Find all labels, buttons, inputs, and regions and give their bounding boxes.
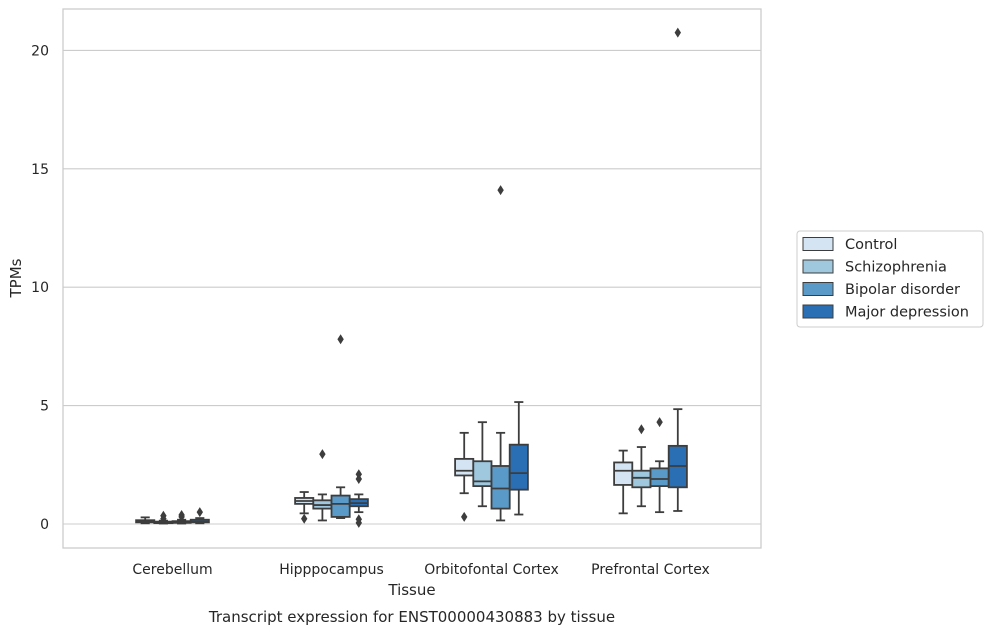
legend: Control Schizophrenia Bipolar disorder Majo… bbox=[796, 230, 984, 328]
box-body bbox=[454, 457, 475, 477]
box-major-depression bbox=[189, 507, 210, 525]
y-tick-label: 0 bbox=[40, 517, 49, 533]
x-tick-label: Cerebellum bbox=[132, 562, 212, 578]
box-control bbox=[454, 431, 475, 522]
legend-label: Bipolar disorder bbox=[845, 282, 960, 298]
plot-area-frame bbox=[62, 8, 762, 549]
legend-label: Major depression bbox=[845, 305, 969, 321]
x-tick-label: Hipppocampus bbox=[279, 562, 384, 578]
box-body bbox=[631, 469, 652, 489]
outlier-point bbox=[196, 507, 203, 518]
box-body bbox=[508, 443, 529, 491]
box-bipolar-disorder bbox=[490, 185, 511, 522]
box-body bbox=[472, 460, 493, 488]
y-tick-label: 10 bbox=[31, 280, 49, 296]
box-schizophrenia bbox=[153, 510, 174, 525]
figure-caption: Transcript expression for ENST0000043088… bbox=[208, 608, 615, 626]
box-series bbox=[135, 27, 688, 528]
legend-swatch bbox=[802, 282, 834, 296]
outlier-point bbox=[160, 510, 167, 521]
outlier-point bbox=[301, 513, 308, 524]
box-bipolar-disorder bbox=[330, 334, 351, 519]
y-tick-label: 20 bbox=[31, 43, 49, 59]
box-major-depression bbox=[508, 401, 529, 516]
x-tick-label: Orbitofontal Cortex bbox=[424, 562, 559, 578]
legend-label: Schizophrenia bbox=[845, 260, 947, 276]
y-tick-labels: 0 5 10 15 20 bbox=[31, 43, 49, 533]
outlier-point bbox=[497, 185, 504, 196]
outlier-point bbox=[178, 510, 185, 521]
legend-frame bbox=[796, 230, 984, 328]
box-control bbox=[294, 491, 315, 524]
outlier-point bbox=[337, 334, 344, 345]
box-bipolar-disorder bbox=[171, 510, 192, 525]
box-control bbox=[613, 449, 634, 515]
box-schizophrenia bbox=[312, 449, 333, 522]
legend-label: Control bbox=[845, 237, 897, 253]
legend-swatch bbox=[802, 259, 834, 274]
x-tick-label: Prefrontal Cortex bbox=[591, 562, 710, 578]
y-axis-label: TPMs bbox=[7, 258, 25, 298]
legend-swatch bbox=[802, 237, 834, 251]
box-body bbox=[613, 461, 634, 486]
outlier-point bbox=[674, 27, 681, 38]
box-schizophrenia bbox=[631, 424, 652, 508]
box-body bbox=[649, 467, 670, 488]
outlier-point bbox=[656, 417, 663, 428]
y-tick-label: 15 bbox=[31, 162, 49, 178]
box-major-depression bbox=[348, 469, 369, 528]
outlier-point bbox=[355, 517, 362, 528]
gridlines bbox=[63, 49, 761, 525]
box-body bbox=[330, 494, 351, 518]
outlier-point bbox=[638, 424, 645, 435]
box-body bbox=[490, 465, 511, 510]
box-major-depression bbox=[667, 27, 688, 512]
x-axis-label: Tissue bbox=[387, 581, 435, 599]
y-tick-label: 5 bbox=[40, 399, 49, 415]
outlier-point bbox=[319, 449, 326, 460]
legend-swatch bbox=[802, 304, 834, 319]
box-control bbox=[135, 516, 156, 525]
outlier-point bbox=[355, 469, 362, 480]
x-tick-labels: Cerebellum Hipppocampus Orbitofontal Corte… bbox=[132, 562, 709, 578]
box-schizophrenia bbox=[472, 421, 493, 508]
box-bipolar-disorder bbox=[649, 417, 670, 514]
outlier-point bbox=[461, 511, 468, 522]
